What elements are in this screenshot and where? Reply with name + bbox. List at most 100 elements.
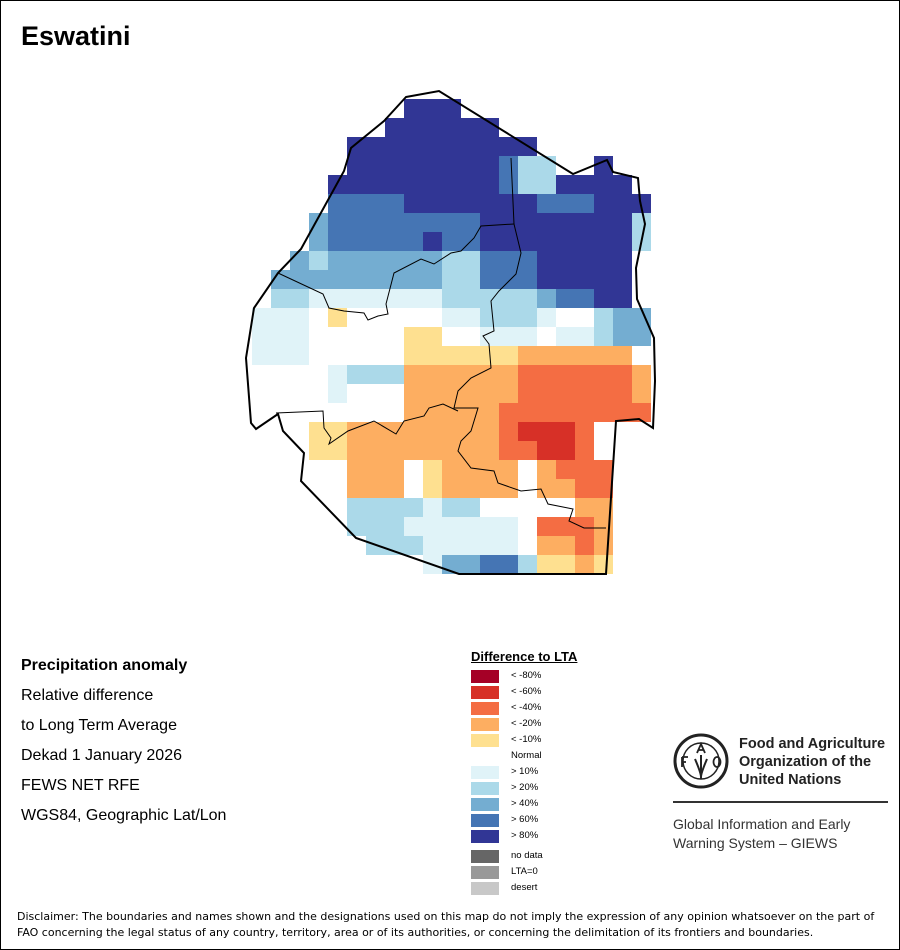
raster-cell bbox=[575, 441, 594, 460]
raster-cell bbox=[537, 422, 556, 441]
raster-cell bbox=[442, 479, 461, 498]
raster-cell bbox=[556, 460, 575, 479]
raster-cell bbox=[537, 555, 556, 574]
raster-cell bbox=[385, 289, 404, 308]
raster-cell bbox=[328, 384, 347, 403]
raster-cell bbox=[537, 536, 556, 555]
raster-cell bbox=[442, 270, 461, 289]
raster-cell bbox=[613, 403, 632, 422]
raster-cell bbox=[461, 536, 480, 555]
raster-cell bbox=[556, 194, 575, 213]
raster-cell bbox=[480, 175, 499, 194]
raster-cell bbox=[499, 270, 518, 289]
raster-cell bbox=[575, 289, 594, 308]
raster-cell bbox=[404, 156, 423, 175]
raster-cell bbox=[594, 384, 613, 403]
raster-cell bbox=[537, 213, 556, 232]
legend-item: desert bbox=[471, 880, 577, 896]
raster-cell bbox=[518, 422, 537, 441]
legend-swatch bbox=[471, 765, 499, 779]
raster-cell bbox=[385, 479, 404, 498]
raster-cell bbox=[404, 517, 423, 536]
raster-cell bbox=[366, 137, 385, 156]
raster-cell bbox=[613, 213, 632, 232]
raster-cell bbox=[518, 441, 537, 460]
raster-cell bbox=[575, 346, 594, 365]
raster-cell bbox=[328, 194, 347, 213]
legend-item: < -80% bbox=[471, 668, 577, 684]
legend-label: no data bbox=[511, 850, 543, 861]
raster-cell bbox=[423, 213, 442, 232]
raster-cell bbox=[404, 346, 423, 365]
raster-cell bbox=[575, 251, 594, 270]
legend-title: Difference to LTA bbox=[471, 649, 578, 664]
raster-cell bbox=[347, 156, 366, 175]
raster-cell bbox=[480, 270, 499, 289]
raster-cell bbox=[366, 156, 385, 175]
raster-cell bbox=[594, 460, 613, 479]
raster-cell bbox=[366, 289, 385, 308]
raster-cell bbox=[613, 194, 632, 213]
raster-cell bbox=[594, 536, 613, 555]
raster-cell bbox=[442, 213, 461, 232]
raster-cell bbox=[290, 270, 309, 289]
giews-label: Global Information and Early Warning Sys… bbox=[673, 815, 899, 853]
legend-label: desert bbox=[511, 882, 538, 893]
raster-cell bbox=[423, 479, 442, 498]
raster-cell bbox=[347, 194, 366, 213]
raster-cell bbox=[385, 270, 404, 289]
raster-cell bbox=[347, 270, 366, 289]
raster-cell bbox=[499, 289, 518, 308]
raster-cell bbox=[423, 137, 442, 156]
raster-cell bbox=[366, 232, 385, 251]
raster-cell bbox=[309, 270, 328, 289]
legend-item: > 10% bbox=[471, 764, 577, 780]
raster-cell bbox=[328, 422, 347, 441]
info-line-date: Dekad 1 January 2026 bbox=[21, 747, 182, 764]
raster-cell bbox=[632, 213, 651, 232]
raster-cell bbox=[423, 194, 442, 213]
raster-cell bbox=[575, 536, 594, 555]
raster-cell bbox=[499, 251, 518, 270]
raster-cell bbox=[290, 251, 309, 270]
raster-cell bbox=[480, 213, 499, 232]
raster-cell bbox=[499, 156, 518, 175]
raster-cell bbox=[385, 422, 404, 441]
raster-cell bbox=[537, 384, 556, 403]
raster-cell bbox=[347, 251, 366, 270]
raster-cell bbox=[613, 289, 632, 308]
raster-cell bbox=[575, 498, 594, 517]
raster-cell bbox=[518, 384, 537, 403]
raster-cell bbox=[309, 232, 328, 251]
raster-cell bbox=[575, 403, 594, 422]
org-name-line: Organization of the bbox=[739, 754, 872, 770]
raster-cell bbox=[423, 536, 442, 555]
raster-cell bbox=[385, 175, 404, 194]
legend-swatch bbox=[471, 750, 499, 763]
raster-cell bbox=[575, 175, 594, 194]
raster-cell bbox=[461, 270, 480, 289]
raster-cell bbox=[537, 346, 556, 365]
raster-cell bbox=[594, 498, 613, 517]
raster-cell bbox=[518, 156, 537, 175]
raster-cell bbox=[385, 498, 404, 517]
raster-cell bbox=[594, 308, 613, 327]
raster-cell bbox=[632, 384, 651, 403]
raster-cell bbox=[480, 365, 499, 384]
giews-line: Warning System – GIEWS bbox=[673, 835, 838, 851]
raster-cell bbox=[537, 308, 556, 327]
raster-cell bbox=[575, 422, 594, 441]
raster-cell bbox=[461, 441, 480, 460]
raster-cell bbox=[632, 403, 651, 422]
raster-cell bbox=[537, 251, 556, 270]
raster-cell bbox=[385, 441, 404, 460]
raster-cell bbox=[613, 346, 632, 365]
raster-cell bbox=[480, 118, 499, 137]
raster-cell bbox=[556, 384, 575, 403]
raster-cell bbox=[480, 555, 499, 574]
giews-line: Global Information and Early bbox=[673, 816, 851, 832]
raster-cell bbox=[461, 251, 480, 270]
raster-cell bbox=[404, 213, 423, 232]
raster-cell bbox=[499, 175, 518, 194]
raster-cell bbox=[537, 232, 556, 251]
